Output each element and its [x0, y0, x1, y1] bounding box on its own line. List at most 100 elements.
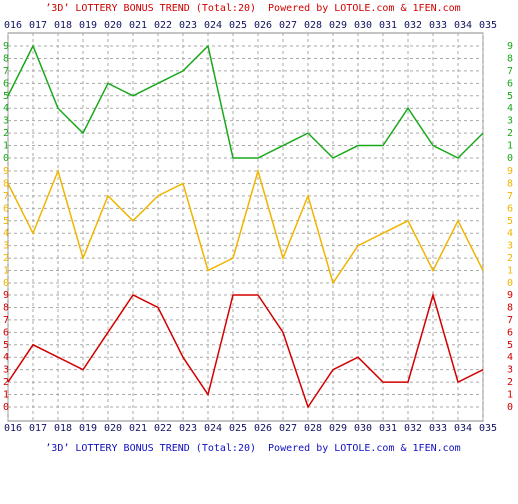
y-tick-label-left: 3 — [3, 241, 9, 252]
y-tick-label-left: 1 — [3, 266, 9, 277]
x-tick-label-bottom: 033 — [429, 423, 447, 434]
x-tick-label-bottom: 035 — [479, 423, 497, 434]
y-tick-label-right: 0 — [507, 402, 513, 413]
y-tick-label-right: 7 — [507, 66, 513, 77]
x-tick-label-top: 016 — [4, 20, 22, 31]
x-tick-label-bottom: 017 — [29, 423, 47, 434]
x-tick-label-top: 022 — [154, 20, 172, 31]
x-tick-label-top: 032 — [404, 20, 422, 31]
y-tick-label-left: 8 — [3, 302, 9, 313]
y-tick-label-left: 5 — [3, 91, 9, 102]
x-tick-label-bottom: 026 — [254, 423, 272, 434]
y-tick-label-right: 9 — [507, 290, 513, 301]
x-tick-label-bottom: 032 — [404, 423, 422, 434]
y-tick-label-right: 5 — [507, 216, 513, 227]
y-tick-label-left: 2 — [3, 253, 9, 264]
y-tick-label-left: 5 — [3, 216, 9, 227]
x-tick-label-top: 017 — [29, 20, 47, 31]
trend-line — [7, 292, 484, 409]
x-tick-label-bottom: 030 — [354, 423, 372, 434]
y-tick-label-left: 2 — [3, 128, 9, 139]
x-tick-label-top: 018 — [54, 20, 72, 31]
y-tick-label-left: 7 — [3, 315, 9, 326]
x-tick-label-bottom: 034 — [454, 423, 472, 434]
y-tick-label-right: 1 — [507, 390, 513, 401]
x-tick-label-top: 019 — [79, 20, 97, 31]
x-tick-label-top: 026 — [254, 20, 272, 31]
y-tick-label-right: 6 — [507, 203, 513, 214]
x-tick-label-top: 027 — [279, 20, 297, 31]
x-tick-label-top: 035 — [479, 20, 497, 31]
x-tick-label-bottom: 016 — [4, 423, 22, 434]
y-tick-label-left: 5 — [3, 340, 9, 351]
y-tick-label-left: 0 — [3, 278, 9, 289]
chart-title: ’3D’ LOTTERY BONUS TREND (Total:20) Powe… — [45, 3, 460, 14]
x-tick-label-bottom: 020 — [104, 423, 122, 434]
y-tick-label-right: 6 — [507, 327, 513, 338]
x-tick-label-bottom: 018 — [54, 423, 72, 434]
y-tick-label-right: 2 — [507, 253, 513, 264]
y-tick-label-right: 8 — [507, 178, 513, 189]
y-tick-label-right: 8 — [507, 53, 513, 64]
x-tick-label-top: 034 — [454, 20, 472, 31]
x-tick-label-bottom: 022 — [154, 423, 172, 434]
y-tick-label-right: 4 — [507, 228, 513, 239]
y-tick-label-left: 8 — [3, 53, 9, 64]
y-tick-label-right: 9 — [507, 41, 513, 52]
y-tick-label-left: 4 — [3, 228, 9, 239]
y-tick-label-right: 3 — [507, 365, 513, 376]
x-tick-label-top: 021 — [129, 20, 147, 31]
x-tick-label-bottom: 027 — [279, 423, 297, 434]
y-tick-label-left: 1 — [3, 141, 9, 152]
x-tick-label-bottom: 019 — [79, 423, 97, 434]
y-tick-label-right: 9 — [507, 166, 513, 177]
plot-frame — [7, 32, 484, 422]
trend-line — [7, 168, 484, 285]
chart-footer: ’3D’ LOTTERY BONUS TREND (Total:20) Powe… — [45, 443, 460, 454]
x-tick-label-top: 030 — [354, 20, 372, 31]
y-tick-label-right: 5 — [507, 91, 513, 102]
y-tick-label-right: 8 — [507, 302, 513, 313]
x-tick-label-top: 025 — [229, 20, 247, 31]
y-tick-label-right: 4 — [507, 103, 513, 114]
y-tick-label-right: 1 — [507, 141, 513, 152]
y-tick-label-left: 9 — [3, 166, 9, 177]
x-tick-label-bottom: 028 — [304, 423, 322, 434]
x-tick-label-bottom: 025 — [229, 423, 247, 434]
x-tick-label-top: 033 — [429, 20, 447, 31]
y-tick-label-right: 3 — [507, 116, 513, 127]
y-tick-label-left: 4 — [3, 103, 9, 114]
y-tick-label-right: 2 — [507, 377, 513, 388]
y-tick-label-left: 4 — [3, 352, 9, 363]
x-tick-label-top: 020 — [104, 20, 122, 31]
y-tick-label-right: 7 — [507, 191, 513, 202]
x-tick-label-bottom: 029 — [329, 423, 347, 434]
x-tick-label-bottom: 023 — [179, 423, 197, 434]
y-tick-label-left: 6 — [3, 327, 9, 338]
x-tick-label-top: 029 — [329, 20, 347, 31]
y-tick-label-left: 6 — [3, 78, 9, 89]
x-tick-label-top: 023 — [179, 20, 197, 31]
y-tick-label-left: 9 — [3, 41, 9, 52]
y-tick-label-right: 3 — [507, 241, 513, 252]
y-tick-label-right: 6 — [507, 78, 513, 89]
y-tick-label-right: 1 — [507, 266, 513, 277]
y-tick-label-left: 3 — [3, 116, 9, 127]
y-tick-label-left: 7 — [3, 191, 9, 202]
y-tick-label-right: 0 — [507, 278, 513, 289]
y-tick-label-right: 0 — [507, 153, 513, 164]
y-tick-label-left: 9 — [3, 290, 9, 301]
y-tick-label-left: 7 — [3, 66, 9, 77]
y-tick-label-left: 6 — [3, 203, 9, 214]
x-tick-label-top: 024 — [204, 20, 222, 31]
x-tick-label-top: 031 — [379, 20, 397, 31]
x-tick-label-bottom: 024 — [204, 423, 222, 434]
y-tick-label-left: 2 — [3, 377, 9, 388]
y-tick-label-right: 7 — [507, 315, 513, 326]
y-tick-label-right: 5 — [507, 340, 513, 351]
y-tick-label-left: 1 — [3, 390, 9, 401]
y-tick-label-left: 8 — [3, 178, 9, 189]
x-tick-label-bottom: 021 — [129, 423, 147, 434]
x-tick-label-bottom: 031 — [379, 423, 397, 434]
